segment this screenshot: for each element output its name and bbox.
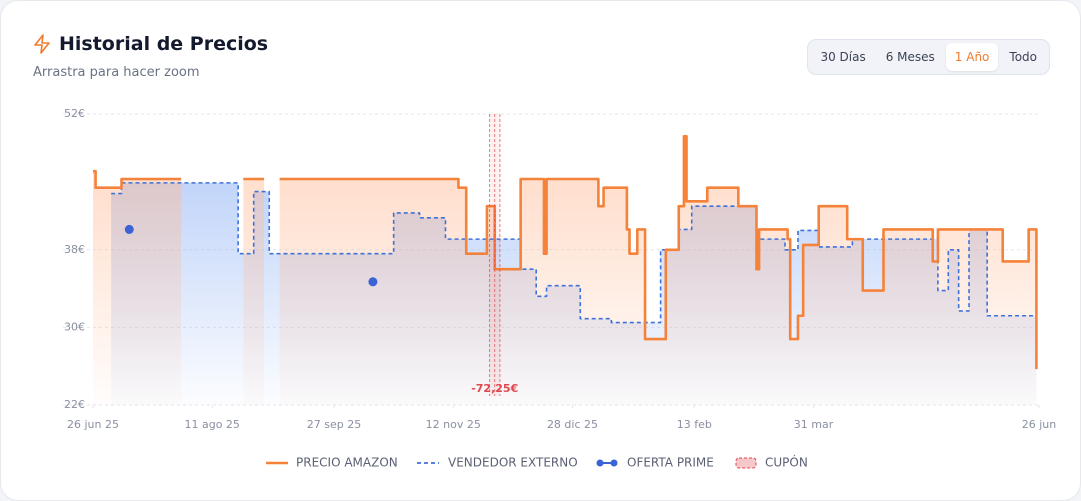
range-tabs: 30 Días 6 Meses 1 Año Todo — [807, 39, 1050, 75]
legend-swatch — [596, 459, 604, 467]
x-tick-label: 28 dic 25 — [547, 418, 598, 431]
x-tick-label: 31 mar — [794, 418, 834, 431]
x-tick-label: 26 jun 25 — [67, 418, 119, 431]
range-button[interactable]: 1 Año — [945, 43, 999, 71]
range-button[interactable]: 30 Días — [820, 50, 866, 64]
x-tick-label: 12 nov 25 — [426, 418, 481, 431]
subtitle: Arrastra para hacer zoom — [33, 65, 200, 80]
legend-label: OFERTA PRIME — [627, 456, 714, 470]
y-tick-label: 30€ — [64, 320, 85, 333]
legend-label: VENDEDOR EXTERNO — [448, 456, 578, 470]
title-row: Historial de Precios — [33, 33, 268, 55]
legend-label: PRECIO AMAZON — [296, 456, 398, 470]
coupon-label: -72,25€ — [471, 382, 518, 395]
header: Historial de Precios Arrastra para hacer… — [33, 33, 268, 80]
prime-point — [368, 277, 378, 287]
legend-item: VENDEDOR EXTERNO — [417, 456, 578, 470]
y-tick-label: 22€ — [64, 398, 85, 411]
title: Historial de Precios — [59, 33, 269, 55]
legend-item: PRECIO AMAZON — [266, 456, 398, 470]
x-tick-label: 13 feb — [677, 418, 712, 431]
bolt-icon — [34, 34, 50, 54]
price-area — [93, 136, 1037, 405]
legend-swatch — [735, 457, 757, 469]
y-tick-label: 52€ — [64, 107, 85, 120]
legend-label: CUPÓN — [765, 455, 808, 470]
x-tick-label: 26 jun — [1022, 418, 1057, 431]
x-tick-label: 27 sep 25 — [307, 418, 361, 431]
legend-swatch — [610, 459, 618, 467]
x-tick-label: 11 ago 25 — [184, 418, 239, 431]
y-tick-label: 38€ — [64, 243, 85, 256]
range-button[interactable]: Todo — [1009, 50, 1037, 64]
legend-item: OFERTA PRIME — [596, 456, 714, 470]
price-line — [93, 135, 1038, 370]
prime-point — [124, 224, 134, 234]
legend-item: CUPÓN — [735, 455, 808, 470]
range-button[interactable]: 6 Meses — [885, 50, 935, 64]
